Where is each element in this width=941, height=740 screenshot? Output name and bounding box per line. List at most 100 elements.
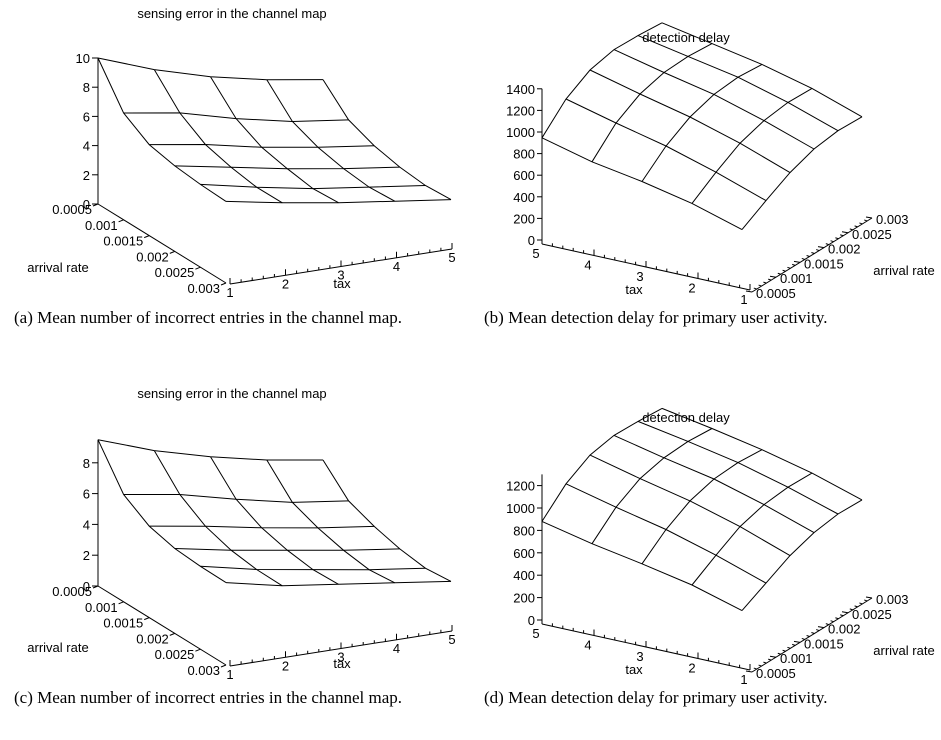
surface-line <box>225 580 452 587</box>
x-tick-label: 3 <box>337 268 344 283</box>
y-minor-tick <box>763 661 767 664</box>
surface-line <box>541 407 663 522</box>
y-tick <box>817 246 825 249</box>
y-tick-label: 0.001 <box>85 600 118 615</box>
surface-line <box>541 22 663 139</box>
x-tick-label: 2 <box>688 661 695 676</box>
surface-line <box>589 454 791 557</box>
surface-plot-a: sensing error in the channel map 0246810… <box>27 6 455 300</box>
y-minor-tick <box>782 649 786 652</box>
surface-line <box>210 456 339 585</box>
y-minor-tick <box>782 269 786 272</box>
surface-mesh <box>541 407 863 612</box>
y-tick <box>841 611 849 614</box>
z-tick-label: 2 <box>83 168 90 183</box>
y-tick-label: 0.0025 <box>852 227 892 242</box>
y-tick-label: 0.0005 <box>52 584 92 599</box>
caption-text: Mean detection delay for primary user ac… <box>508 688 828 707</box>
y-tick <box>118 219 124 223</box>
surface-line <box>322 79 452 201</box>
y-tick <box>220 282 227 286</box>
y-minor-tick <box>777 272 781 275</box>
surface-line <box>661 22 863 118</box>
y-tick-label: 0.0005 <box>52 202 92 217</box>
x-tick-label: 5 <box>448 632 455 647</box>
surface-line <box>97 57 324 81</box>
y-tick <box>793 640 801 643</box>
y-minor-tick <box>758 284 762 287</box>
surface-line <box>613 434 815 534</box>
caption-a: (a) Mean number of incorrect entries in … <box>14 306 458 330</box>
surface-line <box>149 143 375 148</box>
y-tick-label: 0.0015 <box>103 234 143 249</box>
y-tick <box>769 655 777 658</box>
y-tick-label: 0.0015 <box>804 256 844 271</box>
y-minor-tick <box>835 617 839 620</box>
z-tick-label: 1000 <box>506 125 535 140</box>
y-minor-tick <box>840 614 844 617</box>
z-tick-label: 800 <box>513 523 535 538</box>
y-minor-tick <box>849 608 853 611</box>
y-tick <box>769 275 777 278</box>
caption-label: (b) <box>484 308 504 327</box>
surface-mesh <box>97 57 452 204</box>
z-tick-label: 6 <box>83 487 90 502</box>
y-minor-tick <box>792 643 796 646</box>
surface-line <box>210 76 339 204</box>
caption-text: Mean number of incorrect entries in the … <box>37 688 403 707</box>
z-tick-label: 6 <box>83 109 90 124</box>
surface-line <box>225 199 452 204</box>
surface-line <box>641 449 763 565</box>
y-minor-tick <box>787 266 791 269</box>
surface-line <box>200 565 426 571</box>
z-tick-label: 8 <box>83 456 90 471</box>
y-minor-tick <box>758 664 762 667</box>
chart-panel-a: sensing error in the channel map 0 2 4 6 8 10… <box>0 0 470 302</box>
surface-line <box>591 43 713 163</box>
y-tick <box>144 235 150 239</box>
x-tick-label: 5 <box>448 250 455 265</box>
y-minor-tick <box>854 225 858 228</box>
surface-mesh <box>97 439 452 587</box>
y-tick <box>745 670 753 673</box>
surface-mesh <box>541 22 863 231</box>
chart-title: detection delay <box>642 30 730 45</box>
x-axis-label: tax <box>333 656 351 671</box>
chart-panel-b: detection delay 0 200 400 600 800 1000 1200 140… <box>470 0 941 307</box>
y-tick <box>220 664 227 668</box>
surface-line <box>741 116 863 230</box>
y-minor-tick <box>777 652 781 655</box>
y-minor-tick <box>768 658 772 661</box>
y-tick-label: 0.0025 <box>155 265 195 280</box>
z-tick-label: 800 <box>513 147 535 162</box>
y-minor-tick <box>825 623 829 626</box>
y-tick-label: 0.003 <box>876 212 909 227</box>
y-tick-label: 0.0015 <box>103 616 143 631</box>
y-minor-tick <box>816 629 820 632</box>
x-axis-label: tax <box>625 662 643 677</box>
surface-line <box>591 428 713 544</box>
x-tick-label: 5 <box>532 626 539 641</box>
surface-line <box>97 439 227 584</box>
surface-line <box>541 520 743 612</box>
chart-title: detection delay <box>642 410 730 425</box>
y-axis-line <box>751 217 873 293</box>
y-tick-label: 0.002 <box>828 622 861 637</box>
axes: 0 2 4 6 8 10 0.00050.0010.00150.0020.00250.003… <box>52 51 455 300</box>
z-tick-label: 1400 <box>506 82 535 97</box>
y-minor-tick <box>801 257 805 260</box>
y-tick <box>195 266 201 270</box>
x-tick-label: 5 <box>532 246 539 261</box>
y-tick <box>144 617 150 621</box>
y-tick <box>195 648 201 652</box>
z-tick-label: 4 <box>83 139 90 154</box>
surface-plot-d: detection delay 0 200 400 600 800 1000 1200 5 4 3… <box>506 407 935 687</box>
z-tick-label: 1200 <box>506 103 535 118</box>
surface-line <box>174 548 400 551</box>
x-tick-label: 4 <box>393 641 400 656</box>
y-tick <box>865 216 873 219</box>
y-minor-tick <box>792 263 796 266</box>
y-tick-label: 0.002 <box>828 242 861 257</box>
